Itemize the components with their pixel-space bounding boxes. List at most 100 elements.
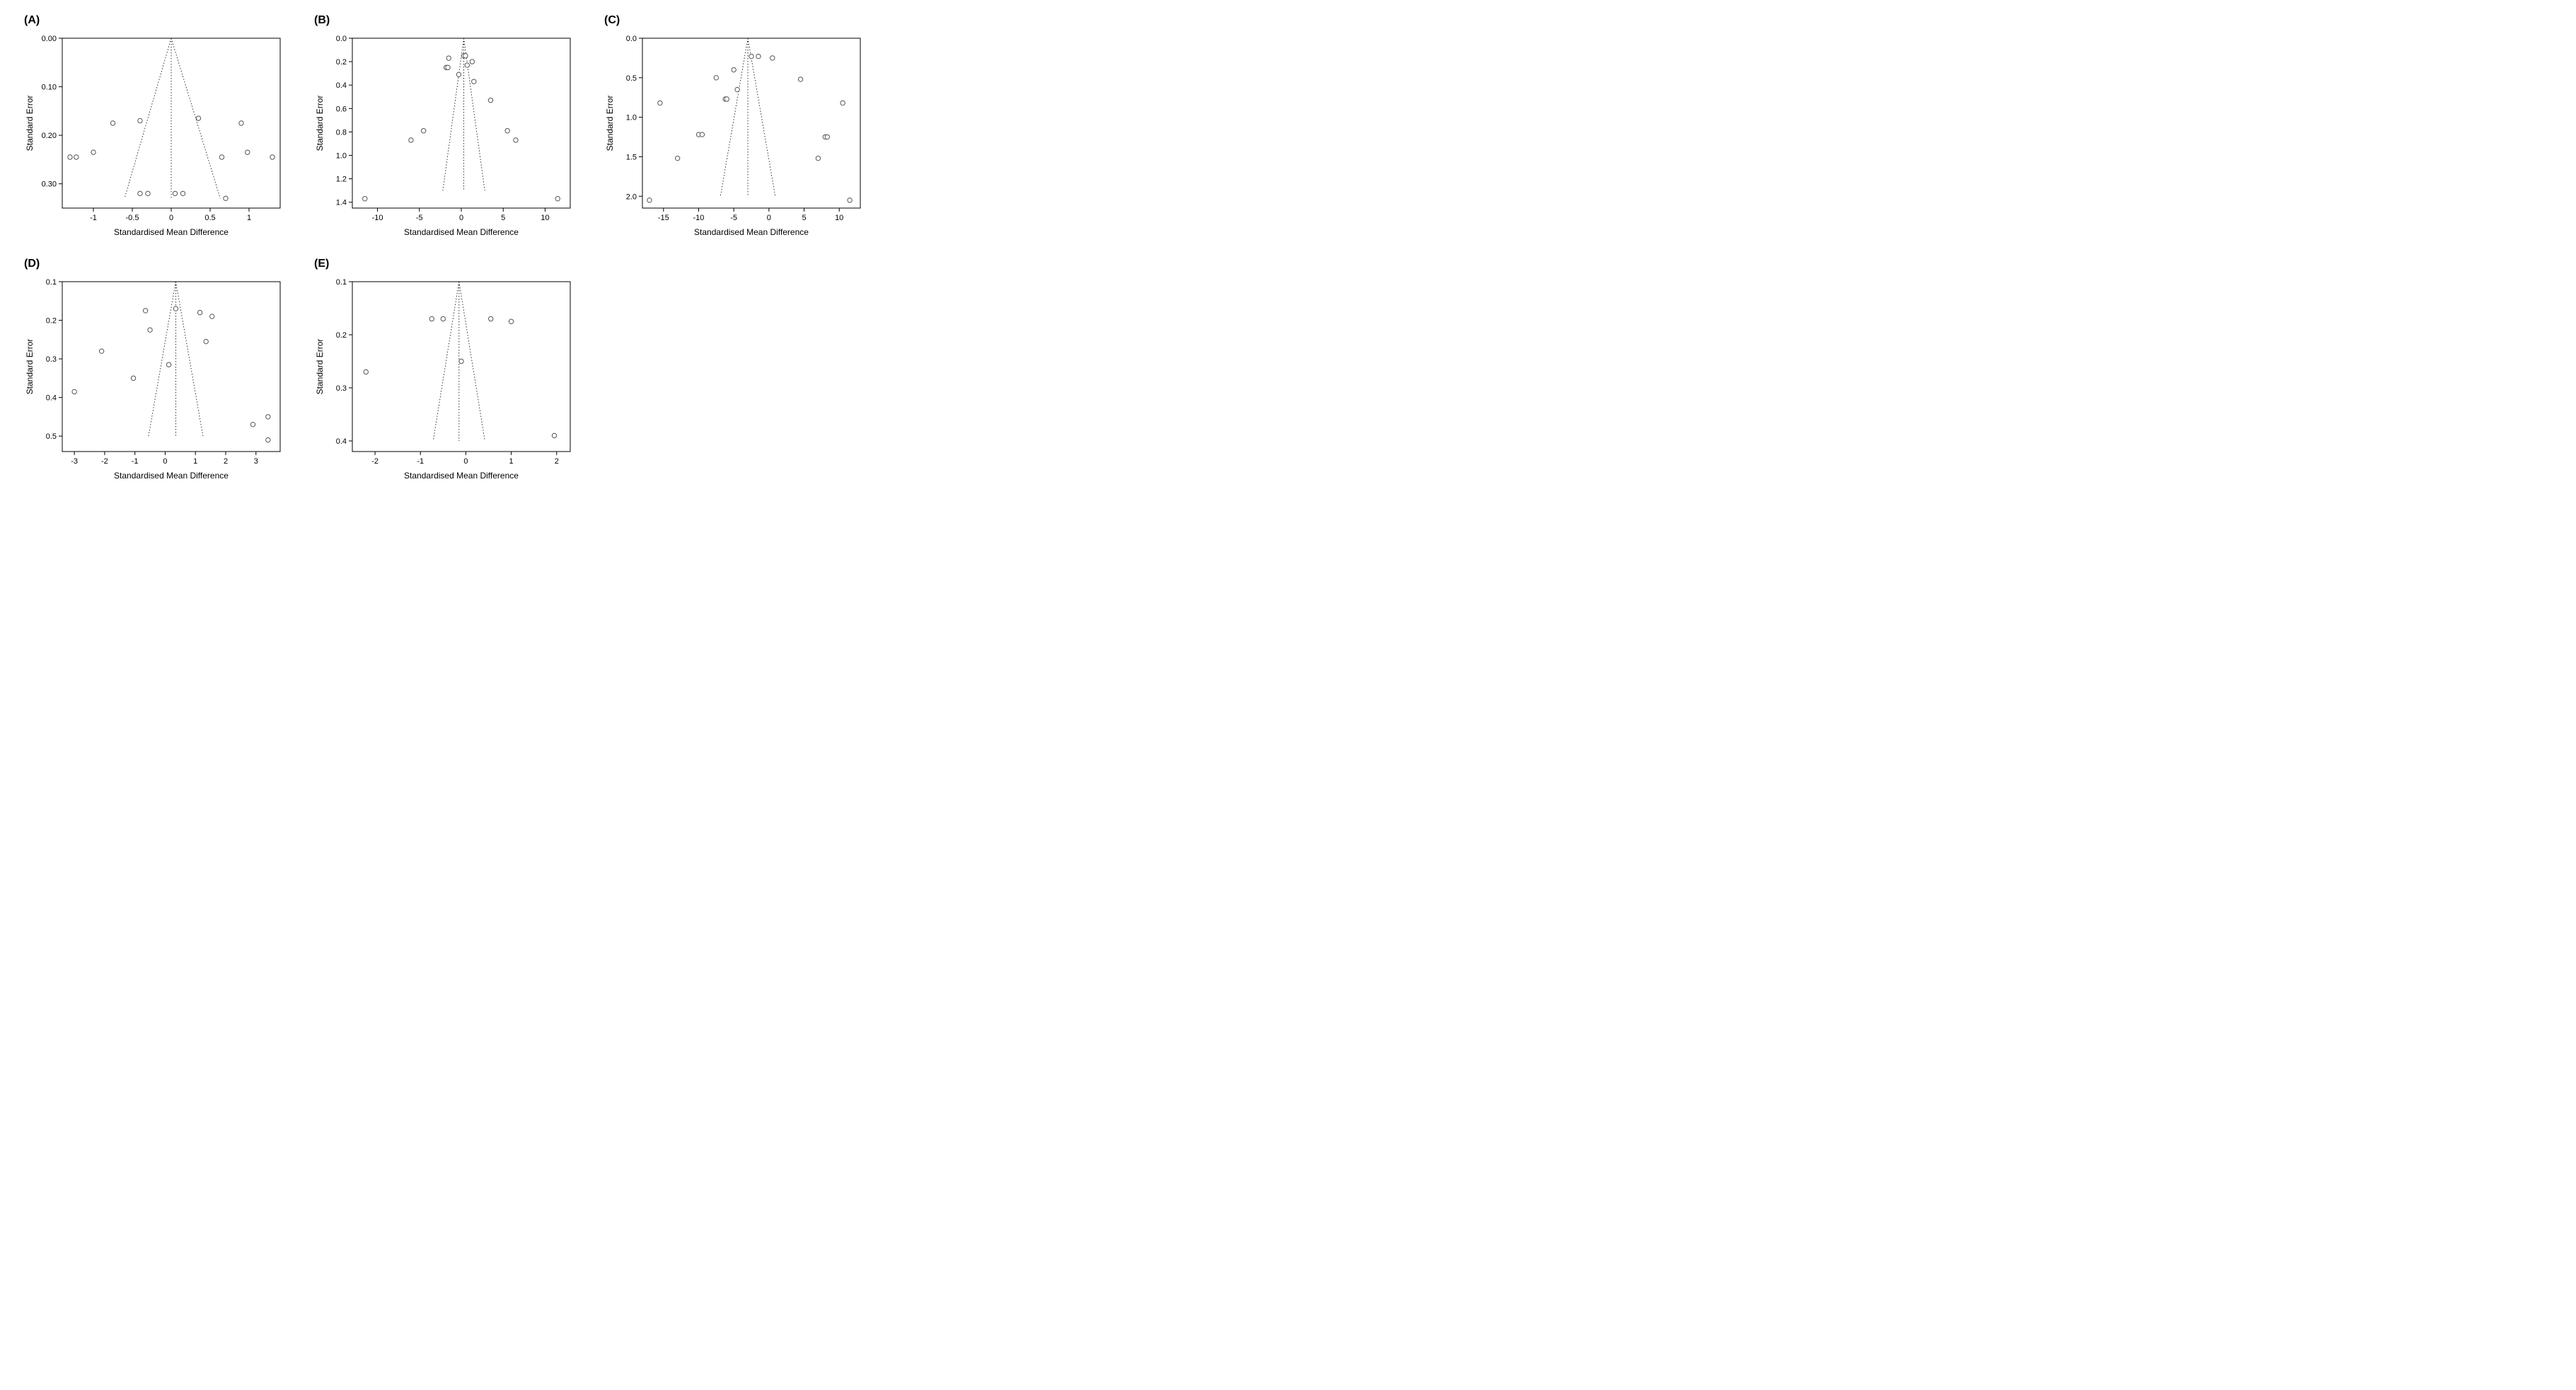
- data-point: [110, 121, 115, 125]
- panel-B: (B) -10-505100.00.20.40.60.81.01.21.4Sta…: [311, 14, 580, 243]
- data-point: [197, 310, 202, 314]
- plot-wrap: -15-10-505100.00.51.01.52.0Standardised …: [601, 31, 870, 243]
- funnel-left-line: [443, 38, 464, 190]
- data-point: [143, 309, 147, 313]
- y-tick-label: 0.3: [336, 384, 347, 393]
- panel-D: (D) -3-2-101230.10.20.30.40.5Standardise…: [21, 258, 290, 487]
- y-tick-label: 0.5: [46, 432, 57, 441]
- data-point: [552, 433, 556, 437]
- funnel-plot-E: -2-10120.10.20.30.4Standardised Mean Dif…: [311, 275, 580, 487]
- data-point: [99, 349, 103, 353]
- x-tick-label: -5: [416, 214, 423, 222]
- x-tick-label: -3: [71, 457, 78, 466]
- data-point: [250, 423, 255, 427]
- data-point: [446, 56, 451, 60]
- x-tick-label: 0: [459, 214, 463, 222]
- y-axis-title: Standard Error: [315, 96, 325, 151]
- data-point: [555, 197, 560, 201]
- data-point: [724, 97, 729, 101]
- y-tick-label: 0.1: [46, 278, 57, 287]
- data-point: [219, 155, 224, 159]
- y-tick-label: 0.1: [336, 278, 347, 287]
- data-point: [148, 328, 152, 332]
- data-point: [816, 156, 820, 160]
- data-point: [138, 118, 142, 122]
- data-point: [409, 138, 413, 142]
- data-point: [441, 316, 445, 321]
- funnel-right-line: [171, 38, 220, 198]
- panel-C: (C) -15-10-505100.00.51.01.52.0Standardi…: [601, 14, 870, 243]
- data-point: [489, 316, 493, 321]
- y-tick-label: 0.20: [42, 132, 57, 140]
- y-axis-title: Standard Error: [25, 96, 35, 151]
- y-tick-label: 0.4: [46, 394, 57, 403]
- data-point: [196, 116, 200, 120]
- funnel-plot-B: -10-505100.00.20.40.60.81.01.21.4Standar…: [311, 31, 580, 243]
- plot-frame: [352, 38, 570, 208]
- figure-grid: (A) -1-0.500.510.000.100.200.30Standardi…: [0, 0, 877, 508]
- x-tick-label: 0: [163, 457, 167, 466]
- data-point: [68, 155, 72, 159]
- y-tick-label: 1.5: [626, 153, 637, 161]
- x-tick-label: 10: [835, 214, 843, 222]
- data-point: [363, 197, 367, 201]
- x-tick-label: -10: [372, 214, 383, 222]
- data-point: [270, 155, 275, 159]
- x-tick-label: 5: [802, 214, 806, 222]
- plot-wrap: -3-2-101230.10.20.30.40.5Standardised Me…: [21, 275, 290, 487]
- data-point: [364, 369, 368, 374]
- data-point: [463, 54, 468, 58]
- y-tick-label: 0.2: [336, 58, 347, 67]
- data-point: [180, 191, 185, 195]
- data-point: [173, 306, 178, 311]
- x-tick-label: -0.5: [126, 214, 139, 222]
- x-tick-label: -15: [658, 214, 669, 222]
- data-point: [204, 339, 208, 343]
- data-point: [470, 59, 474, 64]
- y-tick-label: 1.0: [336, 152, 347, 161]
- data-point: [421, 129, 425, 133]
- y-tick-label: 0.00: [42, 35, 57, 43]
- x-tick-label: 1: [193, 457, 197, 466]
- x-tick-label: 0.5: [204, 214, 215, 222]
- data-point: [848, 198, 852, 202]
- x-axis-title: Standardised Mean Difference: [114, 471, 229, 481]
- data-point: [173, 191, 177, 195]
- y-tick-label: 0.0: [626, 35, 637, 43]
- y-tick-label: 2.0: [626, 193, 637, 201]
- funnel-left-line: [125, 38, 171, 198]
- funnel-plot-A: -1-0.500.510.000.100.200.30Standardised …: [21, 31, 290, 243]
- data-point: [429, 316, 434, 321]
- y-tick-label: 0.2: [336, 331, 347, 340]
- data-point: [841, 100, 845, 105]
- data-point: [131, 376, 135, 380]
- data-point: [700, 132, 704, 137]
- y-axis-title: Standard Error: [315, 339, 325, 395]
- plot-wrap: -1-0.500.510.000.100.200.30Standardised …: [21, 31, 290, 243]
- data-point: [505, 129, 509, 133]
- funnel-plot-D: -3-2-101230.10.20.30.40.5Standardised Me…: [21, 275, 290, 487]
- data-point: [239, 121, 243, 125]
- funnel-right-line: [175, 282, 202, 436]
- y-axis-title: Standard Error: [605, 96, 615, 151]
- data-point: [488, 98, 492, 103]
- data-point: [514, 138, 518, 142]
- y-tick-label: 0.3: [46, 355, 57, 364]
- data-point: [246, 150, 250, 154]
- funnel-right-line: [748, 38, 775, 196]
- data-point: [266, 437, 270, 442]
- funnel-left-line: [433, 282, 459, 441]
- plot-frame: [642, 38, 860, 208]
- empty-cell: [601, 258, 870, 487]
- x-tick-label: 2: [224, 457, 228, 466]
- data-point: [72, 389, 76, 394]
- y-tick-label: 0.8: [336, 128, 347, 137]
- data-point: [456, 72, 461, 76]
- x-axis-title: Standardised Mean Difference: [404, 471, 519, 481]
- panel-label: (D): [24, 258, 290, 270]
- data-point: [138, 191, 142, 195]
- y-tick-label: 0.0: [336, 35, 347, 43]
- data-point: [756, 54, 761, 58]
- plot-wrap: -2-10120.10.20.30.4Standardised Mean Dif…: [311, 275, 580, 487]
- data-point: [732, 67, 736, 71]
